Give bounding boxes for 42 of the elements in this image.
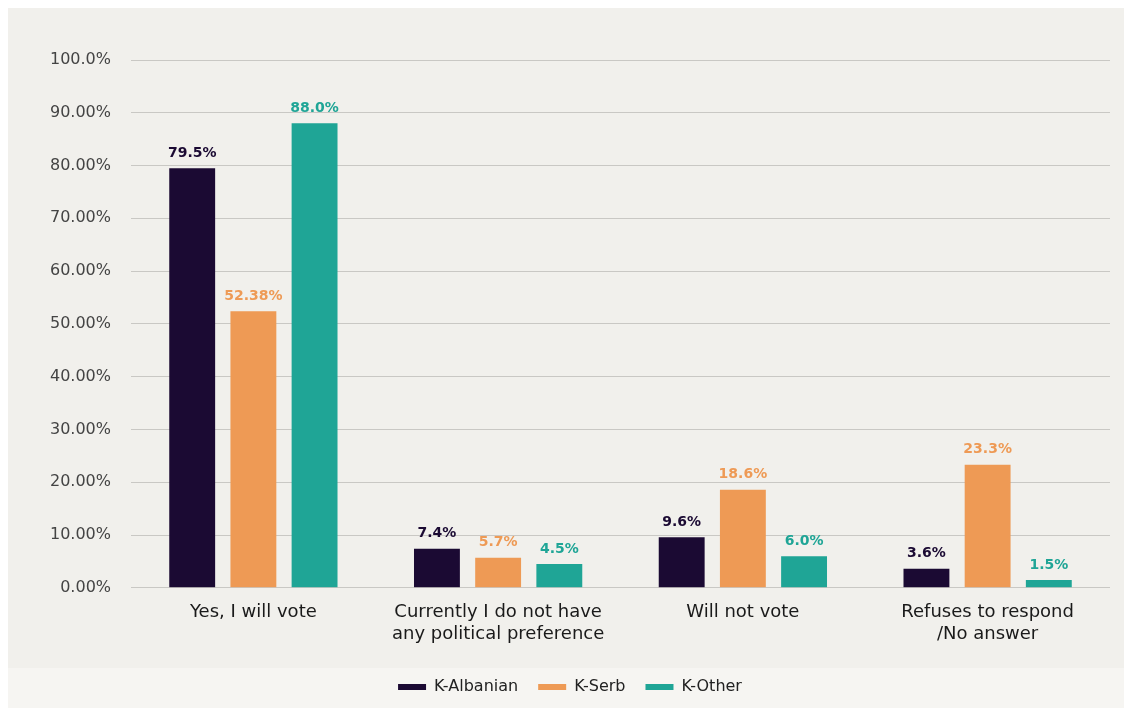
legend-label: K-Serb — [574, 676, 626, 696]
data-label: 7.4% — [417, 524, 457, 541]
y-tick-label: 10.00% — [49, 524, 112, 544]
legend-label: K-Albanian — [434, 676, 519, 696]
y-tick-label: 0.00% — [60, 576, 112, 596]
bar — [291, 123, 338, 588]
data-label: 52.38% — [224, 286, 283, 303]
x-tick-label: Yes, I will vote — [188, 600, 317, 622]
x-tick-label: Will not vote — [686, 600, 800, 622]
y-tick-label: 80.00% — [49, 154, 112, 174]
bar — [414, 548, 460, 588]
data-label: 6.0% — [784, 531, 824, 548]
y-tick-label: 30.00% — [49, 418, 112, 438]
data-label: 4.5% — [539, 539, 579, 556]
bar — [658, 537, 705, 588]
bar — [781, 556, 828, 588]
bar — [964, 464, 1011, 588]
bar — [475, 557, 522, 588]
y-tick-label: 20.00% — [49, 471, 112, 491]
data-label: 79.5% — [167, 143, 217, 160]
bar — [169, 168, 216, 588]
data-label: 88.0% — [290, 98, 339, 115]
bar — [536, 564, 583, 588]
y-tick-label: 40.00% — [49, 365, 112, 385]
data-label: 3.6% — [907, 544, 946, 561]
y-tick-label: 50.00% — [49, 313, 112, 333]
bar — [903, 568, 950, 588]
data-label: 1.5% — [1029, 555, 1069, 572]
y-tick-label: 70.00% — [49, 207, 112, 227]
bar — [719, 489, 766, 588]
y-tick-label: 60.00% — [49, 260, 112, 280]
legend-label: K-Other — [681, 676, 743, 696]
bar — [230, 311, 277, 588]
y-tick-label: 90.00% — [49, 101, 112, 121]
x-tick-label: Currently I do not have any political preference — [391, 600, 605, 643]
bar — [1025, 579, 1072, 588]
x-tick-label: Refuses to respond /No answer — [901, 600, 1074, 643]
data-label: 5.7% — [478, 533, 518, 550]
y-tick-label: 100.0% — [49, 49, 112, 69]
data-label: 23.3% — [963, 440, 1012, 457]
data-label: 9.6% — [662, 512, 702, 529]
data-label: 18.6% — [718, 465, 768, 482]
